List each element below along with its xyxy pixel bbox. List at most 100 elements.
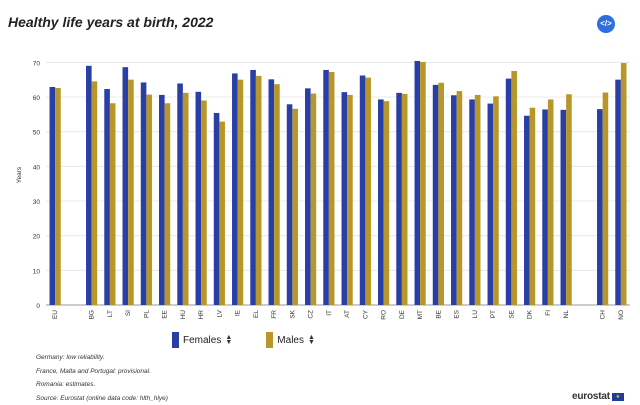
bar-males: [255, 75, 262, 305]
x-tick-label: CZ: [308, 310, 315, 319]
footnote: Germany: low reliability.: [36, 354, 105, 361]
eurostat-logo[interactable]: eurostat ★: [572, 391, 624, 402]
bar-females: [341, 92, 348, 305]
bar-females: [86, 65, 92, 305]
x-tick-label: DK: [527, 309, 534, 319]
y-axis-label: Years: [16, 166, 23, 183]
y-tick-label: 10: [33, 268, 41, 275]
bar-males: [347, 94, 353, 305]
x-tick-label: PT: [490, 310, 497, 318]
y-tick-label: 0: [36, 303, 40, 310]
bar-males: [55, 87, 61, 305]
bar-males: [310, 93, 317, 306]
bar-males: [128, 79, 134, 306]
y-tick-label: 30: [33, 199, 41, 206]
x-tick-label: SK: [289, 309, 296, 318]
bar-males: [547, 99, 554, 305]
legend-item-males[interactable]: Males ▲ ▼: [266, 332, 315, 348]
bar-females: [140, 82, 147, 305]
x-tick-label: SI: [125, 310, 132, 316]
legend-label-males: Males: [277, 334, 304, 346]
females-swatch: [172, 332, 179, 348]
bar-males: [201, 100, 207, 305]
bar-females: [250, 69, 256, 306]
bar-females: [122, 67, 129, 305]
x-tick-label: ES: [454, 309, 461, 318]
bar-females: [159, 94, 165, 305]
bar-males: [365, 77, 371, 305]
x-tick-label: LU: [472, 310, 479, 319]
bar-females: [414, 60, 421, 305]
bar-females: [104, 89, 110, 305]
legend-label-females: Females: [183, 334, 222, 346]
y-tick-label: 70: [33, 60, 41, 67]
bar-females: [323, 69, 329, 306]
legend-item-females[interactable]: Females ▲ ▼: [172, 332, 232, 348]
bar-males: [420, 61, 426, 306]
x-tick-label: EL: [253, 310, 260, 318]
sort-icon[interactable]: ▲ ▼: [225, 334, 233, 346]
y-tick-label: 50: [33, 130, 41, 137]
bar-males: [383, 101, 390, 305]
y-tick-label: 20: [33, 234, 41, 241]
bar-males: [164, 103, 171, 306]
bar-females: [195, 91, 202, 305]
bar-females: [487, 103, 494, 305]
x-tick-label: EU: [52, 310, 59, 319]
legend: Females ▲ ▼ Males ▲ ▼: [172, 332, 315, 348]
bar-males: [529, 107, 536, 305]
bar-males: [602, 92, 609, 305]
x-tick-label: CY: [362, 309, 369, 319]
x-tick-label: LT: [107, 310, 114, 317]
x-tick-label: AT: [344, 310, 351, 318]
bar-males: [182, 92, 189, 305]
bar-females: [213, 112, 220, 306]
x-tick-label: HU: [180, 310, 187, 320]
bar-males: [566, 94, 572, 305]
bar-females: [505, 78, 512, 305]
bar-males: [620, 63, 627, 305]
x-tick-label: MT: [417, 310, 424, 319]
bar-males: [292, 108, 298, 305]
x-tick-label: IT: [326, 310, 333, 316]
x-tick-label: NL: [563, 310, 570, 319]
bar-males: [237, 79, 244, 306]
males-swatch: [266, 332, 274, 348]
bar-females: [359, 75, 366, 305]
x-tick-label: BG: [89, 310, 96, 319]
footnote: Romania: estimates.: [36, 381, 96, 388]
x-tick-label: BE: [435, 309, 442, 318]
bar-females: [597, 109, 603, 305]
x-tick-label: HR: [198, 310, 205, 320]
footnotes: Germany: low reliability. France, Malta …: [36, 351, 168, 405]
bar-females: [286, 104, 293, 305]
x-tick-label: LV: [216, 309, 223, 317]
bar-males: [146, 94, 152, 305]
eu-flag-icon: ★: [611, 392, 624, 401]
bar-males: [401, 93, 408, 305]
embed-code-button[interactable]: </>: [597, 15, 615, 33]
bar-females: [378, 99, 384, 305]
bar-females: [542, 109, 548, 305]
bar-males: [493, 96, 499, 305]
bar-females: [49, 86, 56, 306]
x-tick-label: PL: [143, 310, 150, 318]
source-note: Source: Eurostat (online data code: hlth…: [36, 394, 168, 402]
bar-males: [511, 71, 517, 305]
x-tick-label: FI: [545, 310, 552, 316]
bar-males: [328, 72, 335, 305]
x-tick-label: NO: [618, 310, 625, 320]
y-tick-label: 40: [33, 164, 41, 171]
bar-males: [274, 84, 280, 305]
sort-icon[interactable]: ▲ ▼: [307, 334, 315, 346]
bar-females: [305, 88, 311, 305]
bar-males: [109, 103, 116, 306]
bar-males: [456, 91, 463, 306]
bar-females: [451, 95, 457, 306]
x-tick-label: RO: [381, 310, 388, 320]
x-tick-label: DE: [399, 309, 406, 319]
x-tick-label: SE: [508, 309, 515, 318]
bar-females: [615, 79, 621, 306]
footnote: France, Malta and Portugal: provisional.: [36, 367, 151, 375]
brand-name: eurostat: [572, 391, 610, 402]
